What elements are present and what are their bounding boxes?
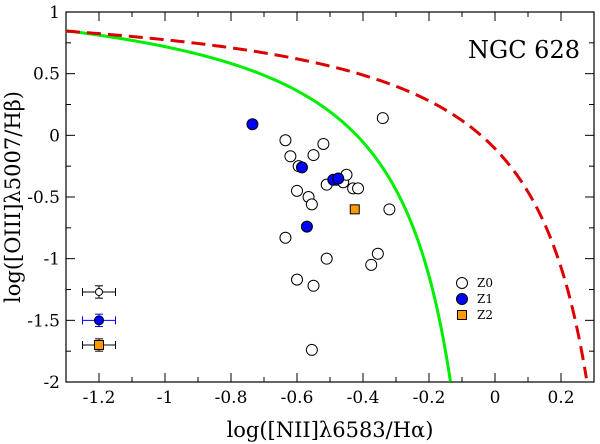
point-z1 (246, 118, 259, 131)
x-tick-label: -1 (157, 388, 174, 408)
error-marker-z2 (94, 340, 104, 350)
y-axis-title: log([OIII]λ5007/Hβ) (1, 91, 25, 303)
axis-ticks: -1.2 -1 -0.8 -0.6 -0.4 -0.2 0 0.2 1 0.5 0 -0.5 -1 -1.… (27, 3, 595, 408)
x-tick-label: -1.2 (83, 388, 116, 408)
legend-marker-z2 (457, 310, 467, 320)
x-tick-label: -0.6 (281, 388, 314, 408)
y-tick-label: -1.5 (27, 311, 60, 331)
x-tick-label: 0 (490, 388, 501, 408)
point-z0 (371, 247, 384, 260)
legend-label-z2: Z2 (477, 308, 493, 322)
plot-area (65, 11, 595, 383)
data-points (246, 112, 396, 356)
y-tick-label: 0.5 (33, 65, 60, 85)
y-tick-label: 0 (49, 126, 60, 146)
y-tick-label: -0.5 (27, 188, 60, 208)
x-tick-label: -0.4 (347, 388, 380, 408)
point-z0 (291, 184, 303, 197)
point-z0 (320, 252, 333, 265)
point-z1 (295, 161, 308, 174)
point-z0 (284, 150, 297, 163)
legend-label-z0: Z0 (477, 276, 493, 290)
point-z0 (279, 134, 292, 147)
x-tick-label: -0.8 (215, 388, 248, 408)
kauffmann-curve (65, 29, 452, 382)
error-bars (82, 285, 116, 352)
point-z0 (279, 231, 292, 244)
point-z0 (376, 112, 389, 125)
point-z0 (307, 149, 320, 162)
x-tick-label: -0.2 (413, 388, 446, 408)
y-tick-label: 1 (49, 3, 60, 23)
point-z1 (332, 172, 345, 185)
point-z0 (383, 203, 396, 216)
y-tick-label: -2 (43, 373, 60, 393)
y-tick-label: -1 (43, 250, 60, 270)
point-z0 (305, 198, 318, 211)
point-z2 (349, 204, 360, 215)
point-z0 (317, 137, 330, 150)
legend-marker-z1 (456, 293, 468, 305)
point-z0 (291, 273, 303, 286)
point-z0 (352, 182, 365, 195)
legend-label-z1: Z1 (477, 292, 493, 306)
point-z0 (307, 279, 320, 292)
error-marker-z1 (94, 315, 104, 326)
point-z0 (365, 258, 378, 271)
point-z0 (305, 343, 318, 356)
chart-title: NGC 628 (468, 36, 580, 64)
point-z1 (300, 220, 313, 233)
error-marker-z0 (95, 287, 103, 296)
demarcation-curves (65, 29, 588, 382)
legend: Z0 Z1 Z2 (456, 276, 493, 322)
x-axis-title: log([NII]λ6583/Hα) (227, 418, 434, 442)
legend-marker-z0 (456, 277, 468, 289)
kewley-curve (65, 29, 588, 379)
x-tick-label: 0.2 (547, 388, 574, 408)
